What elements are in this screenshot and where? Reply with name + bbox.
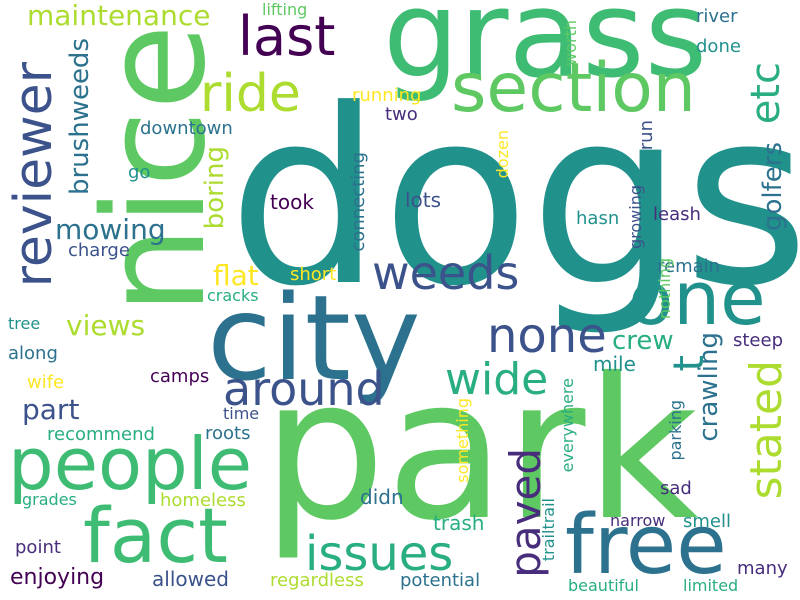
word-wife: wife	[27, 372, 65, 393]
word-tree: tree	[8, 314, 41, 333]
word-maintenance: maintenance	[27, 0, 211, 32]
word-river: river	[696, 6, 738, 27]
word-mowing: mowing	[55, 213, 166, 246]
word-sad: sad	[660, 478, 692, 499]
word-connecting: connecting	[348, 152, 369, 252]
word-go: go	[128, 162, 151, 183]
word-leash: leash	[653, 204, 701, 225]
word-brushweeds: brushweeds	[65, 38, 95, 196]
word-beautiful: beautiful	[568, 576, 639, 595]
word-something: something	[453, 398, 472, 483]
word-many: many	[737, 558, 788, 579]
word-boring: boring	[200, 146, 230, 230]
word-smell: smell	[683, 511, 731, 532]
word-stated: stated	[741, 360, 792, 500]
word-done: done	[696, 36, 741, 57]
word-crew: crew	[612, 326, 674, 356]
word-roots: roots	[205, 423, 251, 444]
word-run: run	[636, 120, 657, 151]
word-crawling: crawling	[694, 332, 724, 442]
word-cracks: cracks	[207, 286, 259, 305]
word-people: people	[8, 422, 253, 506]
word-lots: lots	[405, 188, 442, 212]
word-ride: ride	[200, 64, 301, 124]
word-one: one	[628, 256, 766, 342]
word-along: along	[8, 343, 58, 364]
word-last: last	[238, 5, 336, 68]
word-free: free	[565, 498, 727, 593]
word-potential: potential	[400, 570, 481, 591]
word-allowed: allowed	[152, 567, 229, 591]
word-city: city	[207, 269, 421, 407]
word-dogs: dogs	[228, 58, 800, 340]
word-golfers: golfers	[758, 142, 788, 232]
word-flat: flat	[213, 259, 259, 292]
word-issues: issues	[305, 526, 454, 582]
word-homeless: homeless	[160, 490, 246, 511]
word-fact: fact	[83, 491, 228, 580]
word-recommend: recommend	[47, 424, 155, 445]
word-around: around	[223, 362, 385, 416]
word-mile: mile	[593, 352, 636, 376]
word-part: part	[22, 393, 80, 426]
word-grass: grass	[383, 0, 708, 105]
word-charge: charge	[68, 240, 130, 261]
word-park: park	[262, 336, 699, 563]
word-trash: trash	[433, 511, 485, 535]
word-dozen: dozen	[493, 130, 512, 179]
word-wide: wide	[445, 354, 549, 405]
word-hasn: hasn	[576, 208, 620, 229]
word-section: section	[451, 49, 696, 128]
word-limited: limited	[683, 576, 739, 595]
word-weeds: weeds	[372, 246, 520, 300]
word-time: time	[223, 404, 260, 423]
word-worth: worth	[561, 20, 580, 66]
word-none: none	[487, 308, 607, 364]
word-trailtrail: trailtrail	[539, 498, 558, 562]
word-lifting: lifting	[262, 0, 308, 19]
word-running: running	[352, 85, 422, 106]
word-parking: parking	[666, 400, 685, 461]
word-short: short	[290, 264, 337, 285]
word-enjoying: enjoying	[10, 565, 105, 590]
word-regardless: regardless	[270, 570, 364, 591]
word-etc: etc	[743, 62, 789, 125]
word-point: point	[15, 537, 61, 558]
word-didn: didn	[360, 485, 404, 509]
word-downtown: downtown	[140, 118, 233, 139]
word-growing: growing	[626, 185, 645, 249]
word-camps: camps	[150, 366, 210, 387]
word-two: two	[385, 104, 418, 125]
word-everywhere: everywhere	[558, 378, 577, 473]
word-nothing: nothing	[655, 258, 674, 320]
word-steep: steep	[733, 330, 784, 351]
word-grades: grades	[22, 490, 77, 509]
word-reviewer: reviewer	[4, 62, 64, 288]
word-remain: remain	[657, 256, 721, 277]
word-narrow: narrow	[610, 511, 666, 530]
word-took: took	[270, 190, 314, 214]
word-views: views	[66, 309, 146, 342]
